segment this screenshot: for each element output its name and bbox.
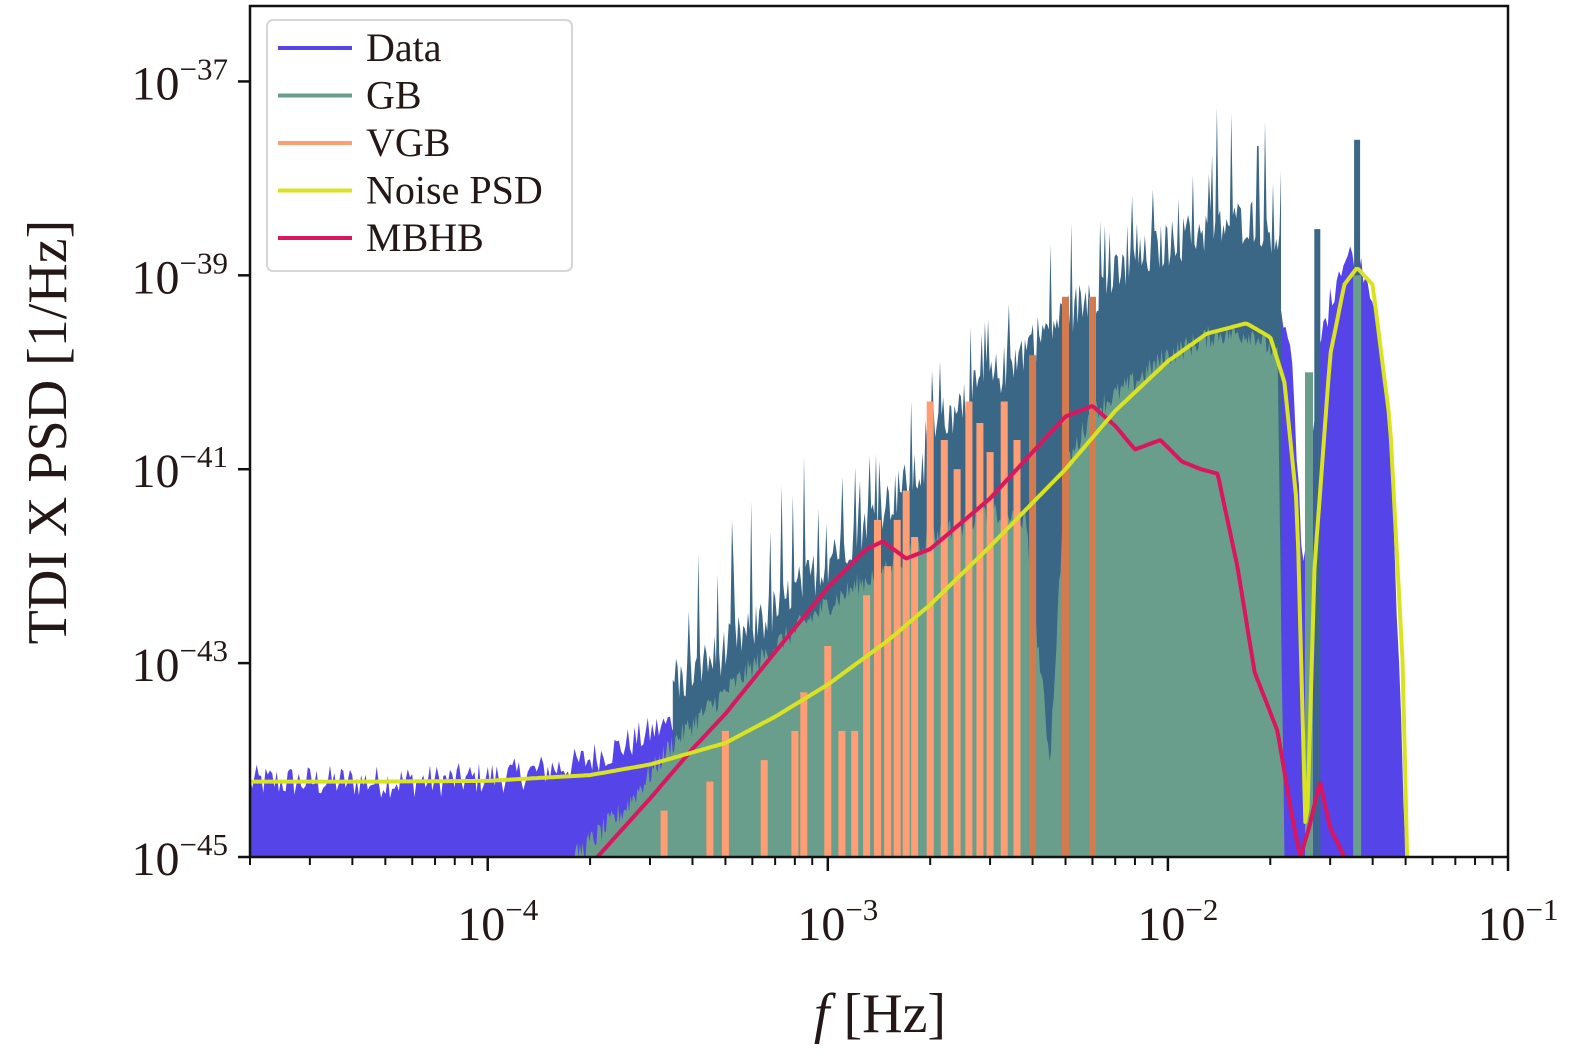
x-axis-title-unit: [Hz] <box>829 983 946 1045</box>
vgb-spike <box>706 781 714 857</box>
vgb-spike <box>976 423 984 857</box>
vgb-spike <box>926 401 934 857</box>
vgb-spike <box>1062 296 1069 857</box>
y-tick-base: 10 <box>132 833 180 886</box>
vgb-spike <box>838 730 846 857</box>
x-tick-label: 10−1 <box>1478 892 1559 951</box>
plot-area <box>250 107 1410 857</box>
vgb-spike <box>902 490 910 857</box>
series-noise-psd-line <box>250 266 1410 857</box>
vgb-spike <box>965 401 973 857</box>
vgb-spike <box>893 519 901 857</box>
vgb-spike <box>760 760 768 857</box>
vgb-spike <box>721 730 729 857</box>
x-tick-label: 10−2 <box>1137 892 1218 951</box>
x-tick-base: 10 <box>1137 898 1185 951</box>
gb-bar <box>1353 275 1362 857</box>
legend-label: Noise PSD <box>366 168 543 213</box>
vgb-spike <box>1000 401 1008 857</box>
legend-label: GB <box>366 73 422 118</box>
gb-bar <box>1305 372 1313 857</box>
x-tick-exp: −3 <box>845 892 878 927</box>
y-tick-label: 10−41 <box>132 439 228 498</box>
y-tick-exp: −37 <box>180 51 228 86</box>
y-tick-exp: −41 <box>180 439 228 474</box>
legend-item-mbhb: MBHB <box>278 215 484 260</box>
vgb-spike <box>851 730 859 857</box>
series-vgb <box>660 296 1096 857</box>
x-tick-base: 10 <box>1478 898 1526 951</box>
vgb-spike <box>986 452 994 857</box>
plot-frame <box>248 4 1510 859</box>
y-tick-exp: −45 <box>180 827 228 862</box>
vgb-spike <box>791 730 799 857</box>
x-tick-label: 10−3 <box>797 892 878 951</box>
legend-box <box>266 19 573 272</box>
y-tick-label: 10−39 <box>132 245 228 304</box>
x-tick-exp: −1 <box>1526 892 1559 927</box>
x-tick-base: 10 <box>457 898 505 951</box>
vgb-spike <box>660 810 668 857</box>
series-mbhb-line <box>595 404 1347 857</box>
legend-item-vgb: VGB <box>278 120 450 165</box>
vgb-spike <box>824 646 832 857</box>
x-tick-exp: −2 <box>1185 892 1218 927</box>
y-tick-label: 10−43 <box>132 633 228 692</box>
x-tick-exp: −4 <box>505 892 538 927</box>
y-tick-base: 10 <box>132 57 180 110</box>
legend-item-noise-psd: Noise PSD <box>278 168 543 213</box>
vgb-spike <box>1089 296 1096 857</box>
vgb-spike <box>884 566 892 857</box>
y-tick-base: 10 <box>132 639 180 692</box>
y-tick-label: 10−37 <box>132 51 228 110</box>
legend-label: VGB <box>366 120 450 165</box>
y-tick-exp: −43 <box>180 633 228 668</box>
vgb-spike <box>953 469 961 857</box>
y-axis-title: TDI X PSD [1/Hz] <box>17 220 79 645</box>
vgb-spike <box>1029 355 1037 857</box>
vgb-spike <box>863 595 871 857</box>
x-axis: 10−4 10−3 10−2 10−1 <box>249 857 1559 951</box>
vgb-spike <box>911 537 919 857</box>
y-tick-label: 10−45 <box>132 827 228 886</box>
legend-item-data: Data <box>278 25 442 70</box>
legend-item-gb: GB <box>278 73 422 118</box>
vgb-spike <box>1013 440 1021 857</box>
y-tick-base: 10 <box>132 445 180 498</box>
x-tick-base: 10 <box>797 898 845 951</box>
x-tick-label: 10−4 <box>457 892 538 951</box>
vgb-spike <box>800 692 808 857</box>
vgb-spike <box>874 519 881 857</box>
y-tick-exp: −39 <box>180 245 228 280</box>
y-tick-base: 10 <box>132 251 180 304</box>
legend-label: MBHB <box>366 215 484 260</box>
series-layer <box>250 107 1410 857</box>
x-axis-title: f [Hz] <box>814 983 946 1045</box>
legend-label: Data <box>366 25 442 70</box>
vgb-spike <box>940 440 948 857</box>
